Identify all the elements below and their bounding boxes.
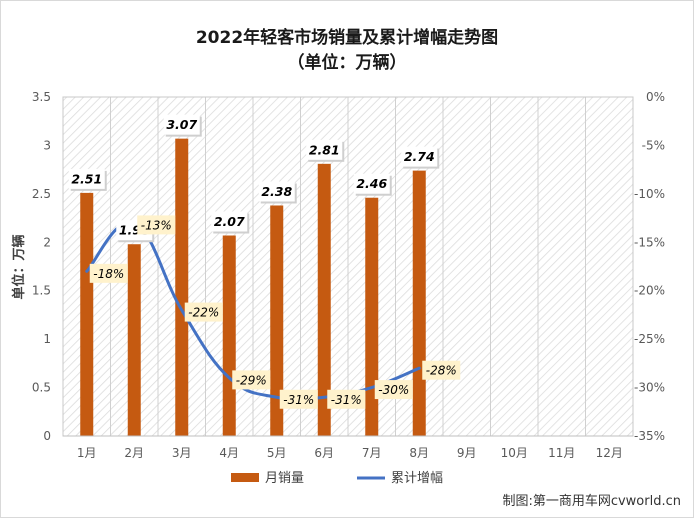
y-left-tick-label: 1 [43,332,51,346]
y-right-tick-label: -5% [642,138,665,152]
pct-value-text: -29% [236,373,267,387]
pct-label-box [232,370,271,390]
bar-value-text: 3.07 [166,117,197,132]
bar-label-box [258,181,295,202]
bar-value-text: 2.38 [261,184,292,199]
x-tick-label: 3月 [172,446,192,460]
x-tick-label: 2月 [124,446,144,460]
x-tick-label: 4月 [219,446,239,460]
pct-value-label: -28% [422,360,461,380]
pct-label-box [89,263,128,283]
pct-value-text: -30% [378,383,409,397]
pct-value-text: -28% [426,364,457,378]
axes: 0 0.5 1 1.5 2 2.5 3 3.5 -35% -30% -25% -20% -15% -10%… [32,90,665,460]
bar [175,138,189,437]
bar-value-label: 2.81 [306,139,345,162]
x-tick-label: 10月 [501,446,528,460]
chart-subtitle: （单位：万辆） [288,52,407,73]
bar [412,170,426,436]
x-tick-label: 5月 [267,446,287,460]
bar-value-text: 2.07 [214,214,245,229]
pct-label-box [137,215,176,235]
x-tick-label: 12月 [596,446,623,460]
bar [365,197,379,436]
bar-value-label: 2.38 [258,181,297,204]
pct-value-text: -22% [188,306,219,320]
bar-value-label: 2.07 [211,211,250,234]
pct-value-text: -18% [93,267,124,281]
bar-label-box [68,168,105,189]
bar [270,205,284,436]
y-left-tick-label: 3 [43,138,51,152]
bar-value-text: 2.46 [356,176,387,191]
y-right-tick-label: -25% [634,332,665,346]
legend-line-label: 累计增幅 [391,471,443,486]
pct-value-label: -22% [184,302,223,322]
pct-label-box [279,389,318,409]
legend-bar-swatch [231,473,259,482]
y-left-tick-label: 0 [43,429,51,443]
y-right-tick-label: -30% [634,381,665,395]
bar [317,163,331,436]
pct-value-label: -18% [89,263,128,283]
y-left-tick-label: 2 [43,235,51,249]
x-tick-label: 9月 [457,446,477,460]
bar-value-text: 2.74 [404,149,435,164]
x-tick-label: 7月 [362,446,382,460]
y-right-tick-label: -20% [634,284,665,298]
bar [222,235,236,436]
bar [127,244,141,436]
pct-label-box [374,380,413,400]
bar-label-box [306,139,343,160]
y-left-tick-label: 1.5 [32,284,51,298]
bar-label-box [211,211,248,232]
pct-label-box [184,302,223,322]
x-tick-label: 1月 [77,446,97,460]
credit-text: 制图:第一商用车网cvworld.cn [502,493,681,509]
legend: 月销量 累计增幅 [231,471,443,486]
bar [80,192,94,436]
pct-value-text: -31% [283,393,314,407]
pct-value-label: -30% [374,380,413,400]
y-right-tick-label: -10% [634,187,665,201]
pct-value-text: -13% [141,218,172,232]
data-labels: 2.511.983.072.072.382.812.462.74-18%-13%… [68,114,461,409]
bar-label-box [353,173,390,194]
y-right-tick-label: -15% [634,235,665,249]
y-axis-label: 单位：万辆 [11,234,27,299]
bar-value-text: 2.81 [309,142,340,157]
pct-value-label: -13% [137,215,176,235]
legend-bar-label: 月销量 [265,471,304,486]
bar-label-box [163,114,200,135]
y-left-tick-label: 0.5 [32,381,51,395]
bar-value-label: 3.07 [163,114,202,137]
pct-label-box [327,389,366,409]
bar-value-label: 2.74 [401,146,440,169]
pct-value-label: -31% [279,389,318,409]
bar-value-label: 2.46 [353,173,392,196]
y-right-tick-label: 0% [646,90,665,104]
bar-value-text: 2.51 [71,171,102,186]
pct-label-box [422,360,461,380]
pct-value-label: -29% [232,370,271,390]
x-tick-label: 11月 [548,446,575,460]
bar-value-label: 2.51 [68,168,107,191]
grid-lines [62,96,634,437]
y-left-tick-label: 2.5 [32,187,51,201]
chart-title: 2022年轻客市场销量及累计增幅走势图 [196,27,498,48]
x-tick-label: 8月 [409,446,429,460]
x-tick-label: 6月 [314,446,334,460]
y-left-tick-label: 3.5 [32,90,51,104]
pct-value-label: -31% [327,389,366,409]
bar-label-box [401,146,438,167]
y-right-tick-label: -35% [634,429,665,443]
pct-value-text: -31% [331,393,362,407]
